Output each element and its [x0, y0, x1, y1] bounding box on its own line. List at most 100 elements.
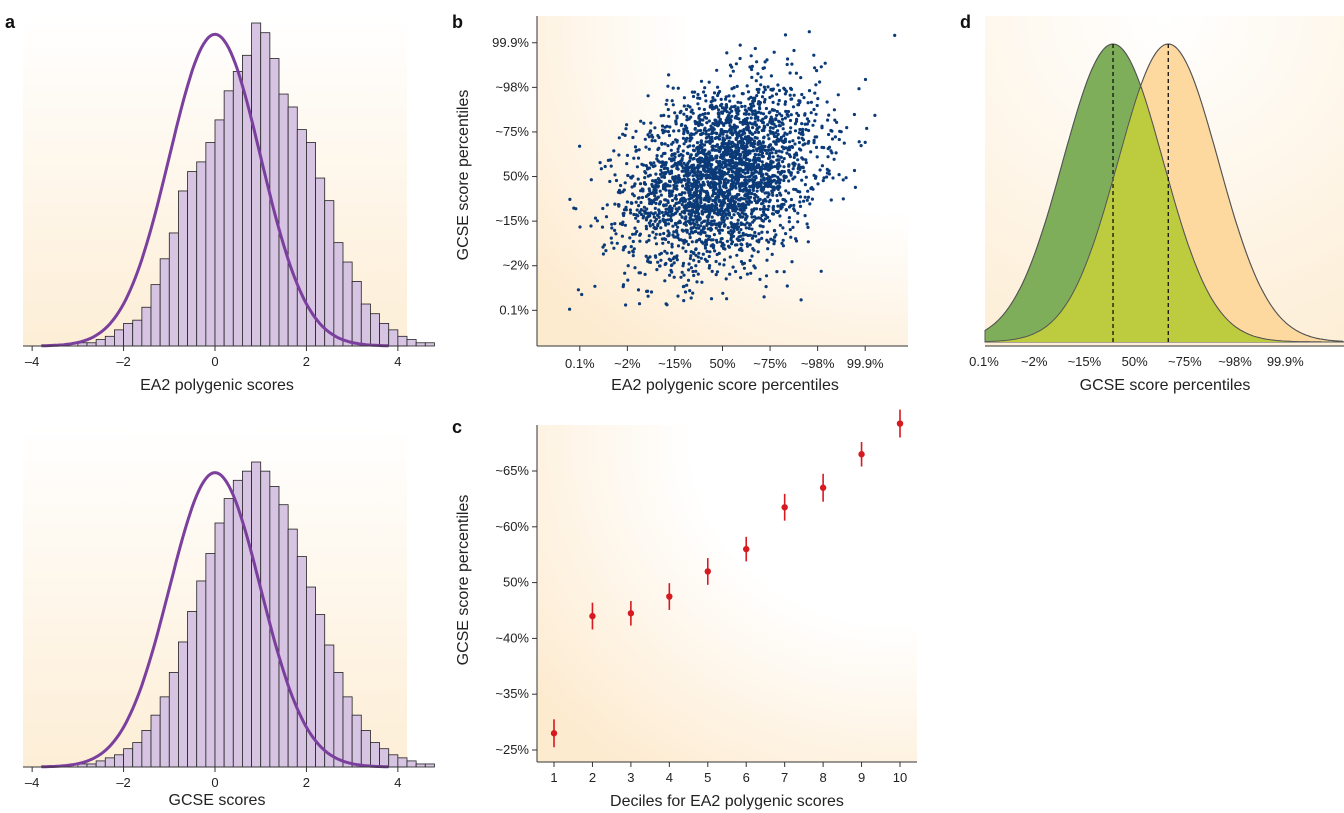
scatter-point [715, 105, 719, 109]
scatter-point [714, 196, 718, 200]
scatter-point [743, 217, 748, 222]
histogram-bar [324, 200, 335, 347]
scatter-point [833, 118, 837, 122]
histogram-bar [178, 641, 188, 768]
scatter-point [777, 184, 781, 188]
scatter-point [784, 208, 788, 212]
scatter-point [733, 243, 738, 247]
x-tick-label: 0 [211, 775, 218, 790]
scatter-point [771, 155, 775, 159]
scatter-point [731, 206, 735, 210]
scatter-point [656, 222, 660, 226]
scatter-point [729, 160, 733, 165]
scatter-point [725, 136, 730, 140]
scatter-point [752, 163, 756, 167]
y-tick-label: ~65% [495, 463, 529, 478]
scatter-point [716, 123, 720, 128]
scatter-point [610, 226, 614, 230]
scatter-point [653, 219, 657, 223]
scatter-point [689, 153, 693, 157]
scatter-point [759, 174, 764, 178]
scatter-point [789, 235, 793, 239]
scatter-point [697, 174, 701, 178]
scatter-point [690, 132, 694, 137]
scatter-point [796, 189, 800, 193]
distribution-outline [984, 43, 1343, 343]
scatter-point [788, 228, 792, 232]
scatter-point [681, 166, 685, 170]
scatter-point [717, 115, 721, 119]
scatter-point [666, 84, 670, 88]
scatter-point [724, 196, 728, 200]
scatter-point [702, 182, 706, 186]
scatter-point [670, 157, 675, 161]
decile-point [819, 484, 827, 491]
scatter-point [756, 90, 761, 94]
scatter-point [717, 164, 721, 168]
scatter-point [574, 207, 578, 211]
scatter-point [791, 177, 795, 181]
scatter-point [709, 157, 713, 161]
scatter-point [707, 80, 711, 84]
scatter-point [746, 134, 750, 139]
scatter-point [669, 148, 673, 152]
scatter-point [720, 228, 725, 232]
histogram-bar [251, 461, 262, 768]
scatter-point [761, 112, 766, 116]
scatter-point [743, 175, 748, 179]
scatter-point [722, 123, 726, 127]
scatter-point [645, 289, 649, 293]
scatter-point [857, 140, 861, 144]
scatter-point [665, 251, 669, 255]
scatter-point [730, 222, 734, 226]
scatter-point [667, 189, 671, 193]
scatter-point [601, 245, 605, 249]
scatter-point [788, 140, 792, 144]
histogram-bar [178, 190, 188, 347]
scatter-point [737, 248, 742, 252]
scatter-point [732, 126, 736, 130]
scatter-point [722, 258, 727, 262]
scatter-point [853, 185, 858, 189]
scatter-point [749, 116, 753, 120]
scatter-point [657, 209, 661, 213]
histogram-bar [370, 313, 380, 347]
scatter-point [764, 106, 769, 111]
scatter-point [805, 222, 809, 226]
x-tick-label: 10 [893, 770, 907, 785]
scatter-point [615, 241, 619, 245]
histogram-bar [351, 714, 362, 768]
scatter-point [833, 135, 838, 139]
scatter-point [715, 212, 719, 216]
scatter-point [783, 100, 788, 104]
scatter-point [706, 168, 710, 173]
scatter-point [671, 176, 675, 180]
scatter-point [852, 168, 857, 173]
scatter-point [710, 185, 714, 189]
scatter-point [745, 137, 749, 141]
scatter-point [763, 97, 767, 102]
scatter-point [642, 214, 646, 218]
scatter-point [617, 204, 621, 208]
scatter-point [686, 131, 690, 135]
scatter-point [635, 229, 639, 234]
scatter-point [703, 240, 707, 244]
scatter-point [753, 135, 757, 140]
scatter-point [679, 198, 683, 203]
scatter-point [625, 153, 630, 157]
scatter-point [710, 194, 715, 198]
scatter-point [832, 157, 836, 161]
histogram-bar [333, 242, 344, 347]
scatter-point [629, 201, 633, 205]
scatter-point [670, 251, 674, 255]
scatter-point [696, 170, 700, 174]
scatter-point [763, 207, 767, 211]
scatter-point [682, 284, 686, 288]
scatter-point [834, 151, 838, 155]
scatter-point [753, 46, 757, 51]
scatter-point [715, 135, 719, 139]
scatter-point [697, 107, 701, 111]
scatter-point [721, 246, 726, 250]
scatter-point [803, 113, 807, 117]
scatter-point [841, 178, 845, 182]
